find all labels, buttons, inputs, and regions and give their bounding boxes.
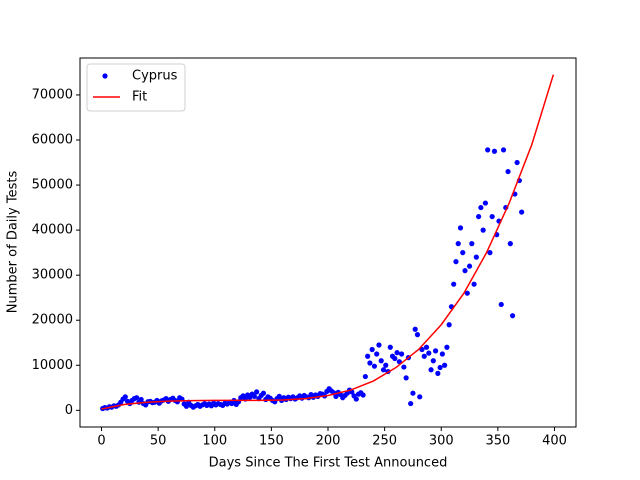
x-axis-label: Days Since The First Test Announced (209, 456, 448, 471)
data-point (505, 168, 511, 175)
x-tick-label: 100 (202, 434, 227, 449)
data-point (387, 344, 393, 350)
data-point (376, 342, 382, 348)
data-point (426, 350, 432, 356)
legend-box (86, 63, 186, 112)
y-tick-label: 10000 (32, 358, 73, 373)
data-point (498, 301, 504, 308)
data-point (507, 241, 513, 247)
data-point (138, 396, 144, 403)
x-tick-label: 200 (316, 434, 341, 449)
data-point (462, 268, 468, 274)
data-point (254, 389, 260, 395)
data-point (455, 241, 461, 247)
data-point (353, 396, 359, 402)
data-point (421, 353, 427, 359)
data-point (460, 250, 466, 256)
y-tick-label: 70000 (32, 87, 73, 102)
data-point (383, 362, 389, 368)
data-point (394, 350, 400, 356)
data-point (500, 147, 507, 153)
x-tick-label: 350 (485, 434, 510, 449)
x-tick-label: 50 (150, 434, 167, 449)
data-point (369, 346, 375, 353)
data-point (276, 393, 282, 399)
x-tick-label: 150 (259, 434, 284, 449)
data-point (476, 213, 482, 220)
x-tick-label: 250 (372, 434, 397, 449)
data-point (480, 227, 486, 233)
x-tick-label: 300 (429, 434, 454, 449)
y-tick-label: 30000 (32, 268, 73, 283)
x-tick-label: 0 (97, 434, 105, 449)
data-point (260, 390, 267, 396)
data-point (457, 225, 464, 231)
data-point (469, 241, 475, 247)
y-tick-label: 20000 (32, 313, 73, 328)
data-point (466, 263, 473, 269)
plot-frame (79, 57, 577, 428)
data-point (478, 204, 484, 211)
data-point (392, 355, 398, 362)
data-point (134, 395, 140, 401)
data-point (437, 364, 443, 371)
data-point (453, 259, 459, 265)
data-point (408, 400, 414, 407)
data-point (367, 360, 373, 366)
data-point (417, 394, 423, 400)
data-point (360, 392, 366, 398)
data-point (471, 281, 477, 287)
data-point (482, 200, 489, 206)
y-axis-label: Number of Daily Tests (6, 171, 21, 314)
data-point (473, 254, 479, 260)
data-point (399, 351, 405, 357)
data-point (464, 290, 470, 296)
data-point (378, 358, 384, 364)
data-point (374, 351, 380, 357)
data-point (251, 393, 257, 399)
data-point (403, 375, 409, 381)
data-point (489, 213, 495, 220)
data-point (432, 348, 439, 354)
data-point (365, 353, 371, 359)
data-point (439, 351, 445, 357)
data-point (430, 358, 436, 364)
data-point (412, 326, 418, 332)
x-tick-label: 400 (542, 434, 567, 449)
data-point (380, 367, 387, 373)
y-tick-label: 0 (65, 403, 73, 418)
fit-line (101, 74, 555, 410)
data-point (122, 394, 128, 400)
data-point (519, 209, 525, 215)
data-point (491, 148, 498, 154)
legend-label: Cyprus (132, 69, 178, 84)
data-point (514, 159, 520, 166)
data-point (183, 403, 190, 409)
data-point (487, 250, 493, 256)
data-point (362, 373, 368, 380)
data-point (444, 344, 450, 350)
legend-marker (102, 73, 108, 79)
data-point (446, 322, 452, 328)
data-point (509, 313, 516, 319)
data-point (435, 370, 441, 376)
data-point (442, 362, 448, 368)
legend-label: Fit (132, 90, 147, 105)
y-tick-label: 60000 (32, 133, 73, 148)
data-point (423, 344, 430, 350)
data-point (371, 363, 378, 369)
y-tick-label: 50000 (32, 178, 73, 193)
data-point (333, 393, 339, 399)
data-point (414, 332, 421, 338)
data-point (428, 367, 434, 373)
data-point (451, 281, 457, 287)
data-point (401, 364, 407, 370)
y-tick-label: 40000 (32, 223, 73, 238)
data-point (485, 147, 491, 153)
data-point (410, 390, 416, 396)
